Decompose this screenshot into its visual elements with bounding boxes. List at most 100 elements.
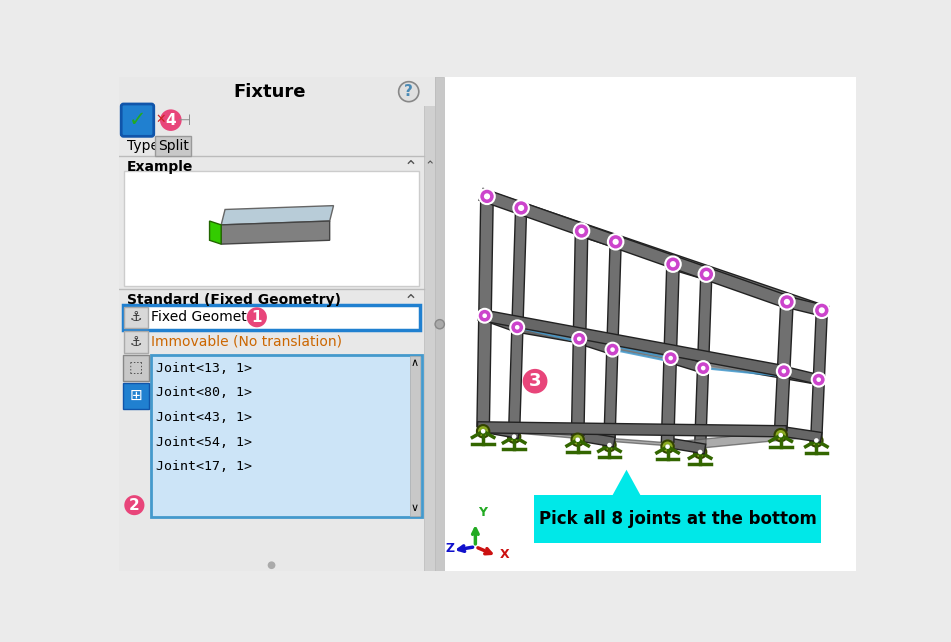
Circle shape — [701, 366, 706, 370]
Circle shape — [603, 439, 615, 451]
Circle shape — [612, 239, 619, 245]
Circle shape — [508, 431, 520, 443]
Circle shape — [578, 228, 585, 234]
Circle shape — [484, 193, 490, 200]
Text: ✓: ✓ — [128, 110, 146, 130]
Polygon shape — [222, 221, 330, 244]
Circle shape — [514, 325, 519, 329]
Text: Standard (Fixed Geometry): Standard (Fixed Geometry) — [126, 293, 340, 308]
Circle shape — [606, 343, 619, 356]
Text: ?: ? — [404, 84, 413, 99]
Circle shape — [666, 256, 681, 272]
Circle shape — [481, 429, 485, 433]
Circle shape — [518, 205, 524, 211]
Circle shape — [779, 294, 795, 309]
Polygon shape — [582, 231, 707, 274]
Text: Z: Z — [446, 542, 455, 555]
Text: Joint<13, 1>: Joint<13, 1> — [156, 361, 252, 374]
Circle shape — [774, 429, 786, 441]
Text: Joint<54, 1>: Joint<54, 1> — [156, 435, 252, 449]
Polygon shape — [487, 196, 615, 242]
Text: X: X — [499, 548, 509, 560]
Circle shape — [512, 435, 516, 439]
Polygon shape — [483, 428, 610, 441]
FancyBboxPatch shape — [119, 77, 435, 107]
Text: Example: Example — [126, 160, 193, 174]
Circle shape — [669, 356, 673, 360]
Circle shape — [476, 425, 490, 437]
Circle shape — [607, 443, 611, 447]
Circle shape — [398, 82, 418, 101]
Circle shape — [477, 309, 492, 323]
Circle shape — [575, 437, 580, 442]
FancyBboxPatch shape — [125, 171, 418, 286]
Polygon shape — [222, 205, 334, 225]
Circle shape — [611, 347, 615, 352]
Circle shape — [246, 308, 267, 327]
Text: Y: Y — [478, 506, 488, 519]
Circle shape — [573, 223, 590, 239]
Circle shape — [819, 308, 825, 313]
FancyBboxPatch shape — [125, 331, 147, 352]
Circle shape — [699, 266, 714, 282]
FancyBboxPatch shape — [534, 495, 821, 543]
Circle shape — [661, 440, 673, 453]
Circle shape — [573, 332, 586, 346]
Circle shape — [698, 449, 703, 455]
Circle shape — [782, 369, 786, 374]
FancyBboxPatch shape — [150, 355, 422, 517]
FancyBboxPatch shape — [123, 305, 420, 329]
Circle shape — [608, 234, 624, 250]
FancyBboxPatch shape — [125, 306, 147, 328]
FancyBboxPatch shape — [123, 383, 149, 409]
Circle shape — [664, 351, 678, 365]
Text: Fixture: Fixture — [233, 83, 305, 101]
FancyBboxPatch shape — [155, 136, 191, 157]
Text: ⊣: ⊣ — [178, 112, 191, 128]
Text: Joint<80, 1>: Joint<80, 1> — [156, 386, 252, 399]
Circle shape — [703, 271, 709, 277]
Circle shape — [670, 261, 676, 267]
Circle shape — [572, 433, 584, 446]
Polygon shape — [579, 339, 703, 368]
Circle shape — [479, 189, 495, 204]
Text: Immovable (No translation): Immovable (No translation) — [151, 335, 342, 349]
Text: Pick all 8 joints at the bottom: Pick all 8 joints at the bottom — [538, 510, 817, 528]
Text: ⌃: ⌃ — [403, 158, 417, 176]
Text: Split: Split — [158, 139, 188, 153]
Text: Joint<17, 1>: Joint<17, 1> — [156, 460, 252, 473]
Circle shape — [810, 435, 823, 447]
Polygon shape — [670, 358, 819, 379]
Text: ∧: ∧ — [411, 358, 419, 369]
Polygon shape — [209, 221, 222, 244]
Text: 2: 2 — [129, 498, 140, 513]
Polygon shape — [485, 316, 612, 350]
Polygon shape — [577, 436, 700, 448]
Circle shape — [812, 373, 825, 386]
Circle shape — [814, 438, 819, 443]
Text: Type: Type — [126, 139, 159, 153]
Text: ⌃: ⌃ — [403, 291, 417, 309]
Text: 4: 4 — [165, 112, 176, 128]
Text: ⚓: ⚓ — [129, 335, 143, 349]
Circle shape — [696, 361, 710, 375]
Text: Fixed Geometry: Fixed Geometry — [151, 310, 262, 324]
Text: Joint<43, 1>: Joint<43, 1> — [156, 411, 252, 424]
Polygon shape — [668, 431, 816, 448]
Circle shape — [160, 109, 182, 131]
Circle shape — [816, 377, 821, 382]
Circle shape — [514, 200, 529, 216]
FancyBboxPatch shape — [435, 77, 444, 571]
Circle shape — [267, 561, 276, 569]
Circle shape — [511, 320, 524, 334]
Text: 3: 3 — [529, 372, 541, 390]
FancyBboxPatch shape — [424, 77, 435, 571]
Text: ⚓: ⚓ — [129, 310, 143, 324]
Circle shape — [125, 495, 145, 515]
Circle shape — [666, 444, 670, 449]
Text: ⌃: ⌃ — [424, 160, 435, 173]
Circle shape — [523, 369, 548, 394]
FancyBboxPatch shape — [410, 356, 419, 516]
Circle shape — [482, 313, 487, 318]
Circle shape — [435, 320, 444, 329]
